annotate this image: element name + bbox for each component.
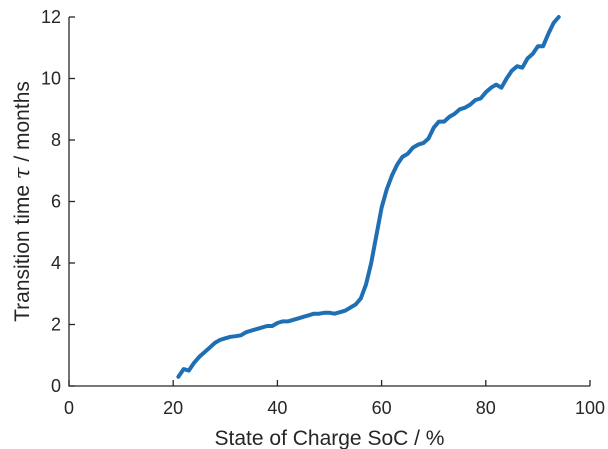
series-layer (176, 15, 561, 379)
x-tick-label-3: 60 (372, 398, 392, 418)
y-axis-label-symbol: τ (10, 167, 34, 179)
y-tick-label-2: 4 (51, 253, 61, 273)
x-tick-label-4: 80 (476, 398, 496, 418)
x-tick-label-2: 40 (267, 398, 287, 418)
y-tick-label-3: 6 (51, 192, 61, 212)
y-tick-label-0: 0 (51, 376, 61, 396)
x-tick-label-5: 100 (575, 398, 605, 418)
series-line-0 (176, 15, 561, 379)
y-tick-label-5: 10 (41, 69, 61, 89)
y-axis-label-prefix: Transition time (11, 179, 34, 322)
y-axis-label: Transition time τ / months (10, 81, 34, 322)
x-tick-label-0: 0 (64, 398, 74, 418)
y-tick-label-1: 2 (51, 315, 61, 335)
plot-area-frame (68, 17, 590, 387)
y-tick-label-4: 8 (51, 130, 61, 150)
x-axis-label: State of Charge SoC / % (215, 427, 445, 449)
x-tick-label-1: 20 (163, 398, 183, 418)
y-axis-ticks: 0 2 4 6 8 10 12 (41, 7, 75, 396)
y-tick-label-6: 12 (41, 7, 61, 27)
y-axis-label-suffix: / months (11, 81, 34, 167)
x-axis-ticks: 0 20 40 60 80 100 (64, 380, 605, 418)
